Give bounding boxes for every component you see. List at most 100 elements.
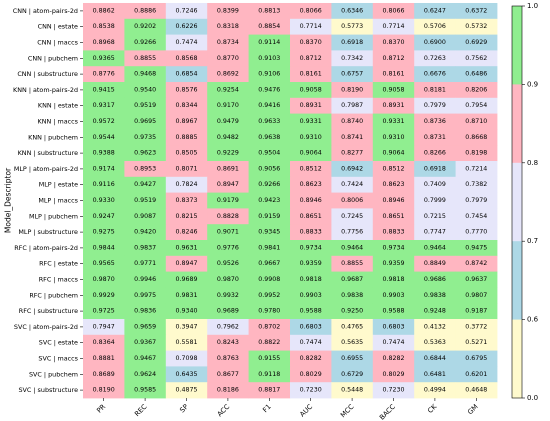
cell-value-label: 0.8740 xyxy=(341,118,363,125)
heatmap-cell xyxy=(83,366,125,383)
heatmap-cell xyxy=(83,240,125,257)
heatmap-cell xyxy=(83,82,125,99)
cell-value-label: 0.8512 xyxy=(382,165,404,172)
cell-value-label: 0.9807 xyxy=(465,292,487,299)
cell-value-label: 0.6226 xyxy=(175,23,197,30)
heatmap-cell xyxy=(290,176,332,193)
cell-value-label: 0.8568 xyxy=(175,55,197,62)
cell-value-label: 0.8968 xyxy=(93,39,115,46)
cell-value-label: 0.8813 xyxy=(258,7,280,14)
heatmap-cell xyxy=(290,66,332,83)
cell-value-label: 0.8370 xyxy=(382,39,404,46)
cell-value-label: 0.8734 xyxy=(217,39,239,46)
heatmap-cell xyxy=(372,224,415,241)
row-tick-label: RFC | estate xyxy=(39,260,78,268)
heatmap-cell xyxy=(414,240,456,257)
heatmap-cell xyxy=(414,224,456,241)
heatmap-cell xyxy=(372,271,415,288)
cell-value-label: 0.4994 xyxy=(424,387,446,394)
heatmap-cell xyxy=(455,34,498,51)
heatmap-cell xyxy=(248,145,291,162)
heatmap-cell xyxy=(248,382,291,399)
heatmap-cell xyxy=(331,303,374,320)
cell-value-label: 0.9519 xyxy=(134,197,156,204)
heatmap-cell xyxy=(414,287,456,304)
row-tick-label: KNN | estate xyxy=(38,102,78,110)
cell-value-label: 0.9519 xyxy=(134,102,156,109)
cell-value-label: 0.9340 xyxy=(175,308,197,315)
cell-value-label: 0.9870 xyxy=(217,276,239,283)
cell-value-label: 0.7409 xyxy=(424,181,446,188)
heatmap-cell xyxy=(455,129,498,146)
heatmap-cell xyxy=(455,82,498,99)
heatmap-cell xyxy=(124,161,167,178)
heatmap-cell xyxy=(414,255,456,272)
heatmap-cell xyxy=(207,255,249,272)
heatmap-cell xyxy=(331,287,374,304)
heatmap-cell xyxy=(207,366,249,383)
heatmap-cell xyxy=(83,192,125,209)
heatmap-cell xyxy=(331,161,374,178)
heatmap-cell xyxy=(248,50,291,67)
heatmap-cell xyxy=(455,113,498,130)
cell-value-label: 0.8931 xyxy=(300,102,322,109)
cell-value-label: 0.9482 xyxy=(217,134,239,141)
heatmap-cell xyxy=(455,66,498,83)
cell-value-label: 0.9588 xyxy=(300,308,322,315)
cell-value-label: 0.7947 xyxy=(93,323,115,330)
cell-value-label: 0.8623 xyxy=(382,181,404,188)
cell-value-label: 0.9544 xyxy=(93,134,115,141)
cell-value-label: 0.6757 xyxy=(341,71,363,78)
cell-value-label: 0.7979 xyxy=(424,102,446,109)
heatmap-cell xyxy=(331,366,374,383)
column-tick-label: F1 xyxy=(261,403,272,414)
cell-value-label: 0.9116 xyxy=(93,181,115,188)
colorbar-frame xyxy=(511,5,523,399)
heatmap-cell xyxy=(124,113,167,130)
heatmap-cell xyxy=(290,366,332,383)
heatmap-cell xyxy=(331,208,374,225)
heatmap-cell xyxy=(207,113,249,130)
heatmap-cell xyxy=(165,271,208,288)
heatmap-cell xyxy=(83,50,125,67)
heatmap-cell xyxy=(83,271,125,288)
cell-value-label: 0.8885 xyxy=(175,134,197,141)
heatmap-cell xyxy=(372,303,415,320)
heatmap-cell xyxy=(83,3,125,20)
cell-value-label: 0.9689 xyxy=(217,308,239,315)
cell-value-label: 0.6918 xyxy=(424,165,446,172)
heatmap-cell xyxy=(207,287,249,304)
heatmap-cell xyxy=(165,255,208,272)
cell-value-label: 0.8623 xyxy=(300,181,322,188)
heatmap-cell xyxy=(290,82,332,99)
cell-value-label: 0.8731 xyxy=(424,134,446,141)
heatmap-cell xyxy=(165,303,208,320)
cell-value-label: 0.6918 xyxy=(341,39,363,46)
heatmap-cell xyxy=(83,97,125,114)
heatmap-cell xyxy=(165,240,208,257)
cell-value-label: 0.8776 xyxy=(93,71,115,78)
row-tick-label: SVC | estate xyxy=(39,339,78,347)
heatmap-cell xyxy=(83,161,125,178)
heatmap-cell xyxy=(165,145,208,162)
cell-value-label: 0.9780 xyxy=(258,308,280,315)
row-tick-label: CNN | maccs xyxy=(37,39,78,47)
cell-value-label: 0.8881 xyxy=(93,355,115,362)
heatmap-cell xyxy=(248,113,291,130)
cell-value-label: 0.8399 xyxy=(217,7,239,14)
cell-value-label: 0.9585 xyxy=(134,387,156,394)
heatmap-cell xyxy=(165,3,208,20)
heatmap-cell xyxy=(414,303,456,320)
heatmap-cell xyxy=(414,113,456,130)
colorbar-tick-label: 0.0 xyxy=(527,394,538,402)
colorbar-segment xyxy=(512,6,522,85)
heatmap-cell xyxy=(207,82,249,99)
cell-value-label: 0.9638 xyxy=(258,134,280,141)
cell-value-label: 0.6346 xyxy=(341,7,363,14)
heatmap-cell xyxy=(124,66,167,83)
heatmap-cell xyxy=(290,129,332,146)
cell-value-label: 0.8318 xyxy=(217,23,239,30)
cell-value-label: 0.9975 xyxy=(134,292,156,299)
cell-value-label: 0.8246 xyxy=(175,229,197,236)
cell-value-label: 0.9248 xyxy=(424,308,446,315)
